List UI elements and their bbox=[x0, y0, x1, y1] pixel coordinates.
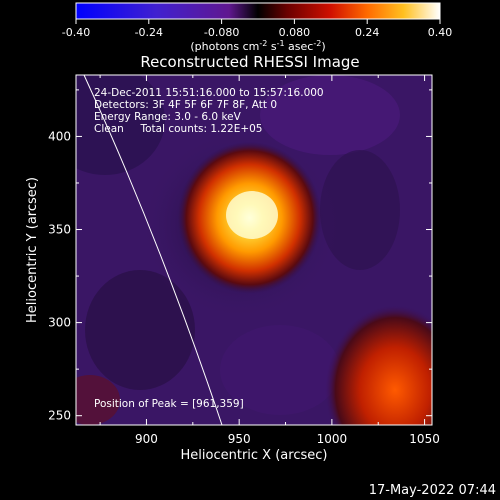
annotation-energy-range: Energy Range: 3.0 - 6.0 keV bbox=[94, 111, 242, 123]
x-axis: 900 950 1000 1050 bbox=[99, 75, 440, 446]
observation-info: 24-Dec-2011 15:51:16.000 to 15:57:16.000… bbox=[94, 87, 324, 135]
colorbar-gradient bbox=[75, 2, 441, 20]
solar-limb-line bbox=[83, 74, 223, 426]
colorbar-tick-label: -0.24 bbox=[135, 26, 163, 39]
colorbar-tick-label: 0.080 bbox=[279, 26, 311, 39]
colorbar-unit-label: (photons cm-2 s-1 asec-2) bbox=[190, 39, 325, 53]
colorbar-tick-label: 0.24 bbox=[355, 26, 380, 39]
colorbar-tick-label: -0.40 bbox=[62, 26, 90, 39]
y-tick-label: 250 bbox=[48, 409, 71, 423]
annotation-clean-counts: Clean Total counts: 1.22E+05 bbox=[94, 123, 263, 135]
chart-title: Reconstructed RHESSI Image bbox=[140, 53, 359, 71]
annotation-detectors: Detectors: 3F 4F 5F 6F 7F 8F, Att 0 bbox=[94, 99, 277, 111]
colorbar-tick-label: 0.40 bbox=[428, 26, 453, 39]
x-axis-label: Heliocentric X (arcsec) bbox=[181, 448, 328, 463]
y-tick-label: 300 bbox=[48, 316, 71, 330]
annotation-time-range: 24-Dec-2011 15:51:16.000 to 15:57:16.000 bbox=[94, 87, 324, 99]
x-tick-label: 1050 bbox=[409, 432, 440, 446]
y-axis-label: Heliocentric Y (arcsec) bbox=[25, 177, 40, 323]
timestamp: 17-May-2022 07:44 bbox=[369, 483, 496, 498]
colorbar-ticks: -0.40 -0.24 -0.080 0.080 0.24 0.40 bbox=[62, 19, 452, 39]
plot-frame bbox=[75, 74, 433, 426]
peak-position-label: Position of Peak = [961,359] bbox=[94, 398, 244, 410]
x-tick-label: 900 bbox=[135, 432, 158, 446]
colorbar: -0.40 -0.24 -0.080 0.080 0.24 0.40 (photons c… bbox=[62, 2, 452, 53]
x-tick-label: 950 bbox=[228, 432, 251, 446]
heatmap-image bbox=[76, 75, 432, 425]
x-tick-label: 1000 bbox=[317, 432, 348, 446]
colorbar-tick-label: -0.080 bbox=[204, 26, 239, 39]
y-axis: 250 300 350 400 bbox=[48, 89, 432, 423]
y-tick-label: 350 bbox=[48, 223, 71, 237]
y-tick-label: 400 bbox=[48, 129, 71, 143]
